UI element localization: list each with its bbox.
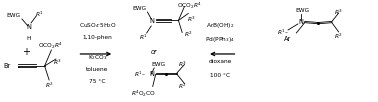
Text: N: N xyxy=(26,24,31,30)
Text: N: N xyxy=(150,72,154,78)
Text: $R^3$: $R^3$ xyxy=(178,59,187,69)
Text: 100 °C: 100 °C xyxy=(210,73,230,79)
Text: $R^3$: $R^3$ xyxy=(53,57,62,67)
Text: $R^3$: $R^3$ xyxy=(187,14,196,24)
Text: Ar: Ar xyxy=(284,36,292,42)
Text: ArB(OH)$_2$: ArB(OH)$_2$ xyxy=(206,21,234,30)
Text: 1,10-phen: 1,10-phen xyxy=(83,35,112,40)
Text: $R^2$: $R^2$ xyxy=(178,81,186,91)
Text: EWG: EWG xyxy=(152,63,166,68)
Text: H: H xyxy=(26,37,31,42)
Text: $R^1$–: $R^1$– xyxy=(277,28,289,37)
Text: 75 °C: 75 °C xyxy=(89,79,106,84)
Text: $R^4$O$_2$CO: $R^4$O$_2$CO xyxy=(131,89,156,99)
Text: EWG: EWG xyxy=(295,8,310,13)
Text: Br: Br xyxy=(4,63,11,69)
Text: $R^1$: $R^1$ xyxy=(35,9,43,19)
Text: $R^2$: $R^2$ xyxy=(45,80,53,90)
Text: $R^1$–: $R^1$– xyxy=(134,70,146,79)
Text: +: + xyxy=(22,47,30,57)
Text: $R^3$: $R^3$ xyxy=(334,7,343,17)
Text: $R^1$: $R^1$ xyxy=(139,32,147,42)
Text: EWG: EWG xyxy=(7,13,21,18)
Text: CuSO$_4$$\cdot$5H$_2$O: CuSO$_4$$\cdot$5H$_2$O xyxy=(79,22,116,30)
Text: $R^2$: $R^2$ xyxy=(335,31,343,41)
Text: N: N xyxy=(299,19,303,25)
Text: dioxane: dioxane xyxy=(208,59,232,64)
Text: toluene: toluene xyxy=(86,68,109,73)
Text: or: or xyxy=(151,49,158,55)
Text: EWG: EWG xyxy=(133,6,147,11)
Text: N: N xyxy=(150,18,154,24)
Text: $R^2$: $R^2$ xyxy=(184,29,192,39)
Text: OCO$_2R^4$: OCO$_2R^4$ xyxy=(177,1,201,11)
Text: Pd(PPh$_3$)$_4$: Pd(PPh$_3$)$_4$ xyxy=(205,35,235,44)
Text: K$_2$CO$_3$: K$_2$CO$_3$ xyxy=(88,54,107,62)
Text: OCO$_2R^4$: OCO$_2R^4$ xyxy=(38,41,63,51)
